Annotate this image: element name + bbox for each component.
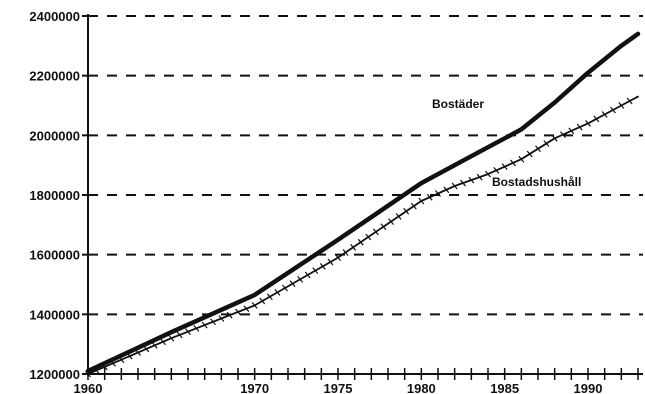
series-marker [193, 324, 200, 332]
series-marker [210, 318, 216, 326]
series-marker [388, 218, 394, 225]
label-layer: 1200000 1400000 1600000 1800000 2000000 22000… [29, 9, 602, 394]
series-marker [327, 258, 334, 266]
series-marker [501, 163, 508, 171]
y-tick-label: 1600000 [29, 248, 80, 263]
series-marker [101, 363, 108, 371]
series-marker [410, 202, 417, 210]
series-marker [168, 334, 175, 342]
series-layer [85, 31, 641, 378]
series-marker [266, 293, 273, 301]
y-tick-label: 2400000 [29, 9, 80, 24]
y-tick-label: 1400000 [29, 307, 80, 322]
series-marker [535, 145, 541, 153]
series-marker [304, 271, 311, 279]
series-marker [418, 197, 425, 205]
series-marker [201, 321, 208, 329]
series-marker [319, 262, 326, 270]
x-tick-label: 1970 [240, 381, 269, 394]
y-tick-label: 1200000 [29, 367, 80, 382]
series-marker [297, 275, 304, 283]
series-marker [560, 131, 566, 138]
series-marker [226, 311, 233, 319]
series-line-bostader [85, 31, 641, 374]
series-marker [289, 280, 296, 288]
series-marker [243, 305, 250, 313]
series-marker [259, 297, 266, 305]
series-marker [468, 176, 475, 184]
series-marker [365, 233, 372, 241]
x-tick-label: 1980 [407, 381, 436, 394]
series-marker [551, 134, 558, 142]
series-label-bostader: Bostäder [432, 97, 484, 111]
series-marker [601, 111, 608, 118]
y-tick-label: 1800000 [29, 188, 80, 203]
series-marker [160, 338, 166, 346]
series-marker [176, 331, 183, 339]
series-marker [235, 308, 241, 316]
series-marker [426, 193, 433, 201]
series-marker [126, 352, 133, 360]
series-marker [85, 370, 91, 378]
series-marker [274, 288, 281, 296]
series-marker [282, 284, 288, 292]
x-tick-label: 1975 [324, 381, 353, 394]
series-marker [151, 341, 158, 349]
series-marker [185, 328, 191, 336]
series-marker [135, 349, 141, 356]
series-marker [395, 213, 402, 220]
series-marker [251, 301, 258, 309]
series-marker [618, 102, 625, 109]
series-marker [460, 179, 466, 187]
series-marker [312, 267, 319, 275]
series-marker [443, 186, 450, 194]
series-marker [585, 120, 591, 127]
y-tick-label: 2200000 [29, 69, 80, 84]
series-marker [350, 243, 357, 251]
series-marker [476, 173, 483, 181]
series-marker [380, 223, 387, 231]
series-marker [357, 238, 364, 246]
series-marker [342, 249, 349, 256]
series-marker [518, 155, 525, 163]
series-marker [110, 359, 116, 367]
grid-layer [88, 15, 643, 316]
series-marker [372, 228, 379, 236]
series-marker [626, 97, 633, 105]
series-marker [403, 207, 410, 215]
series-marker [218, 315, 225, 322]
series-marker [493, 167, 500, 174]
series-marker [335, 254, 341, 262]
series-marker [118, 356, 125, 364]
series-marker [485, 170, 491, 178]
x-tick-label: 1990 [574, 381, 603, 394]
y-tick-label: 2000000 [29, 128, 80, 143]
series-label-bostadshushall: Bostadshushåll [492, 175, 581, 189]
x-tick-label: 1960 [74, 381, 103, 394]
series-marker [435, 190, 441, 197]
series-marker [610, 106, 616, 114]
series-marker [143, 345, 150, 353]
series-marker [543, 140, 550, 147]
x-tick-label: 1985 [490, 381, 519, 394]
series-marker [451, 182, 458, 190]
series-marker [576, 123, 583, 131]
series-marker [593, 115, 600, 123]
axis-layer [82, 14, 643, 380]
series-marker [526, 150, 533, 158]
series-marker [510, 159, 516, 167]
series-marker [93, 367, 100, 374]
series-marker [568, 127, 575, 135]
